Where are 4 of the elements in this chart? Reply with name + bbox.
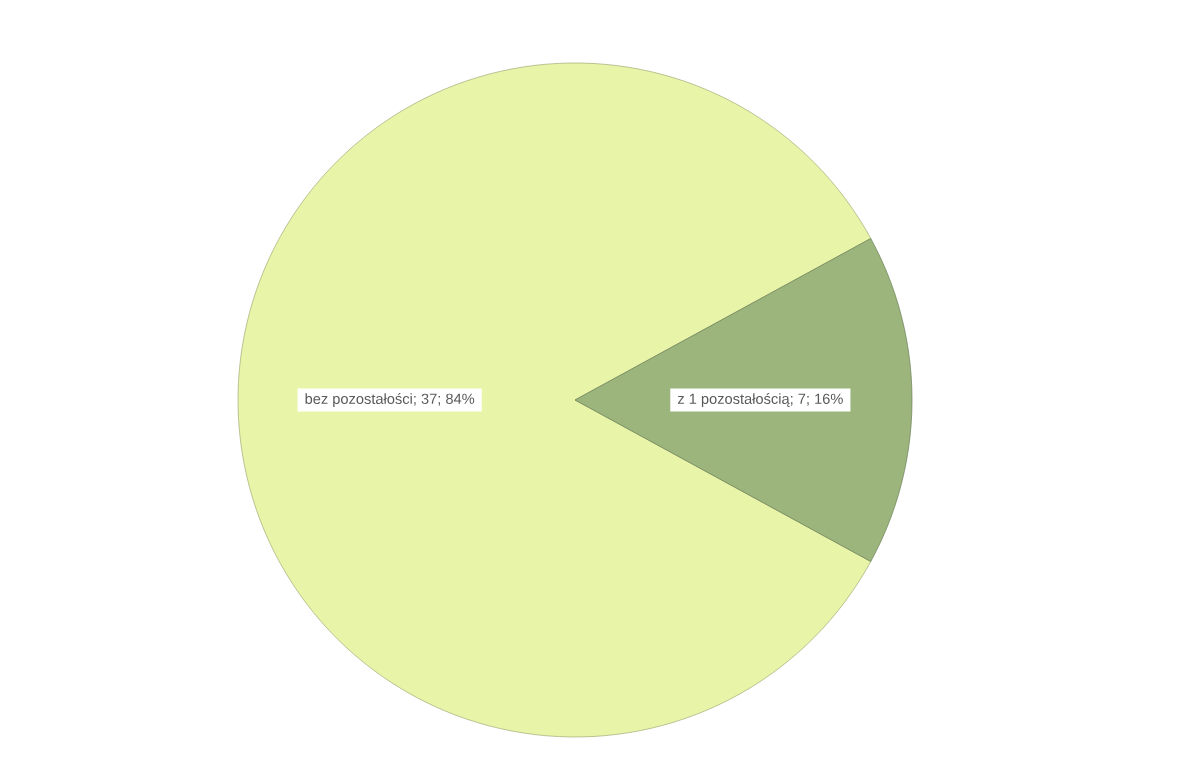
slice-label: bez pozostałości (305, 393, 412, 407)
data-label: ; 37; 84% (414, 393, 475, 406)
data-label: ; 7; 16% (790, 393, 843, 406)
slice-label: z 1 pozostałością (677, 393, 790, 407)
